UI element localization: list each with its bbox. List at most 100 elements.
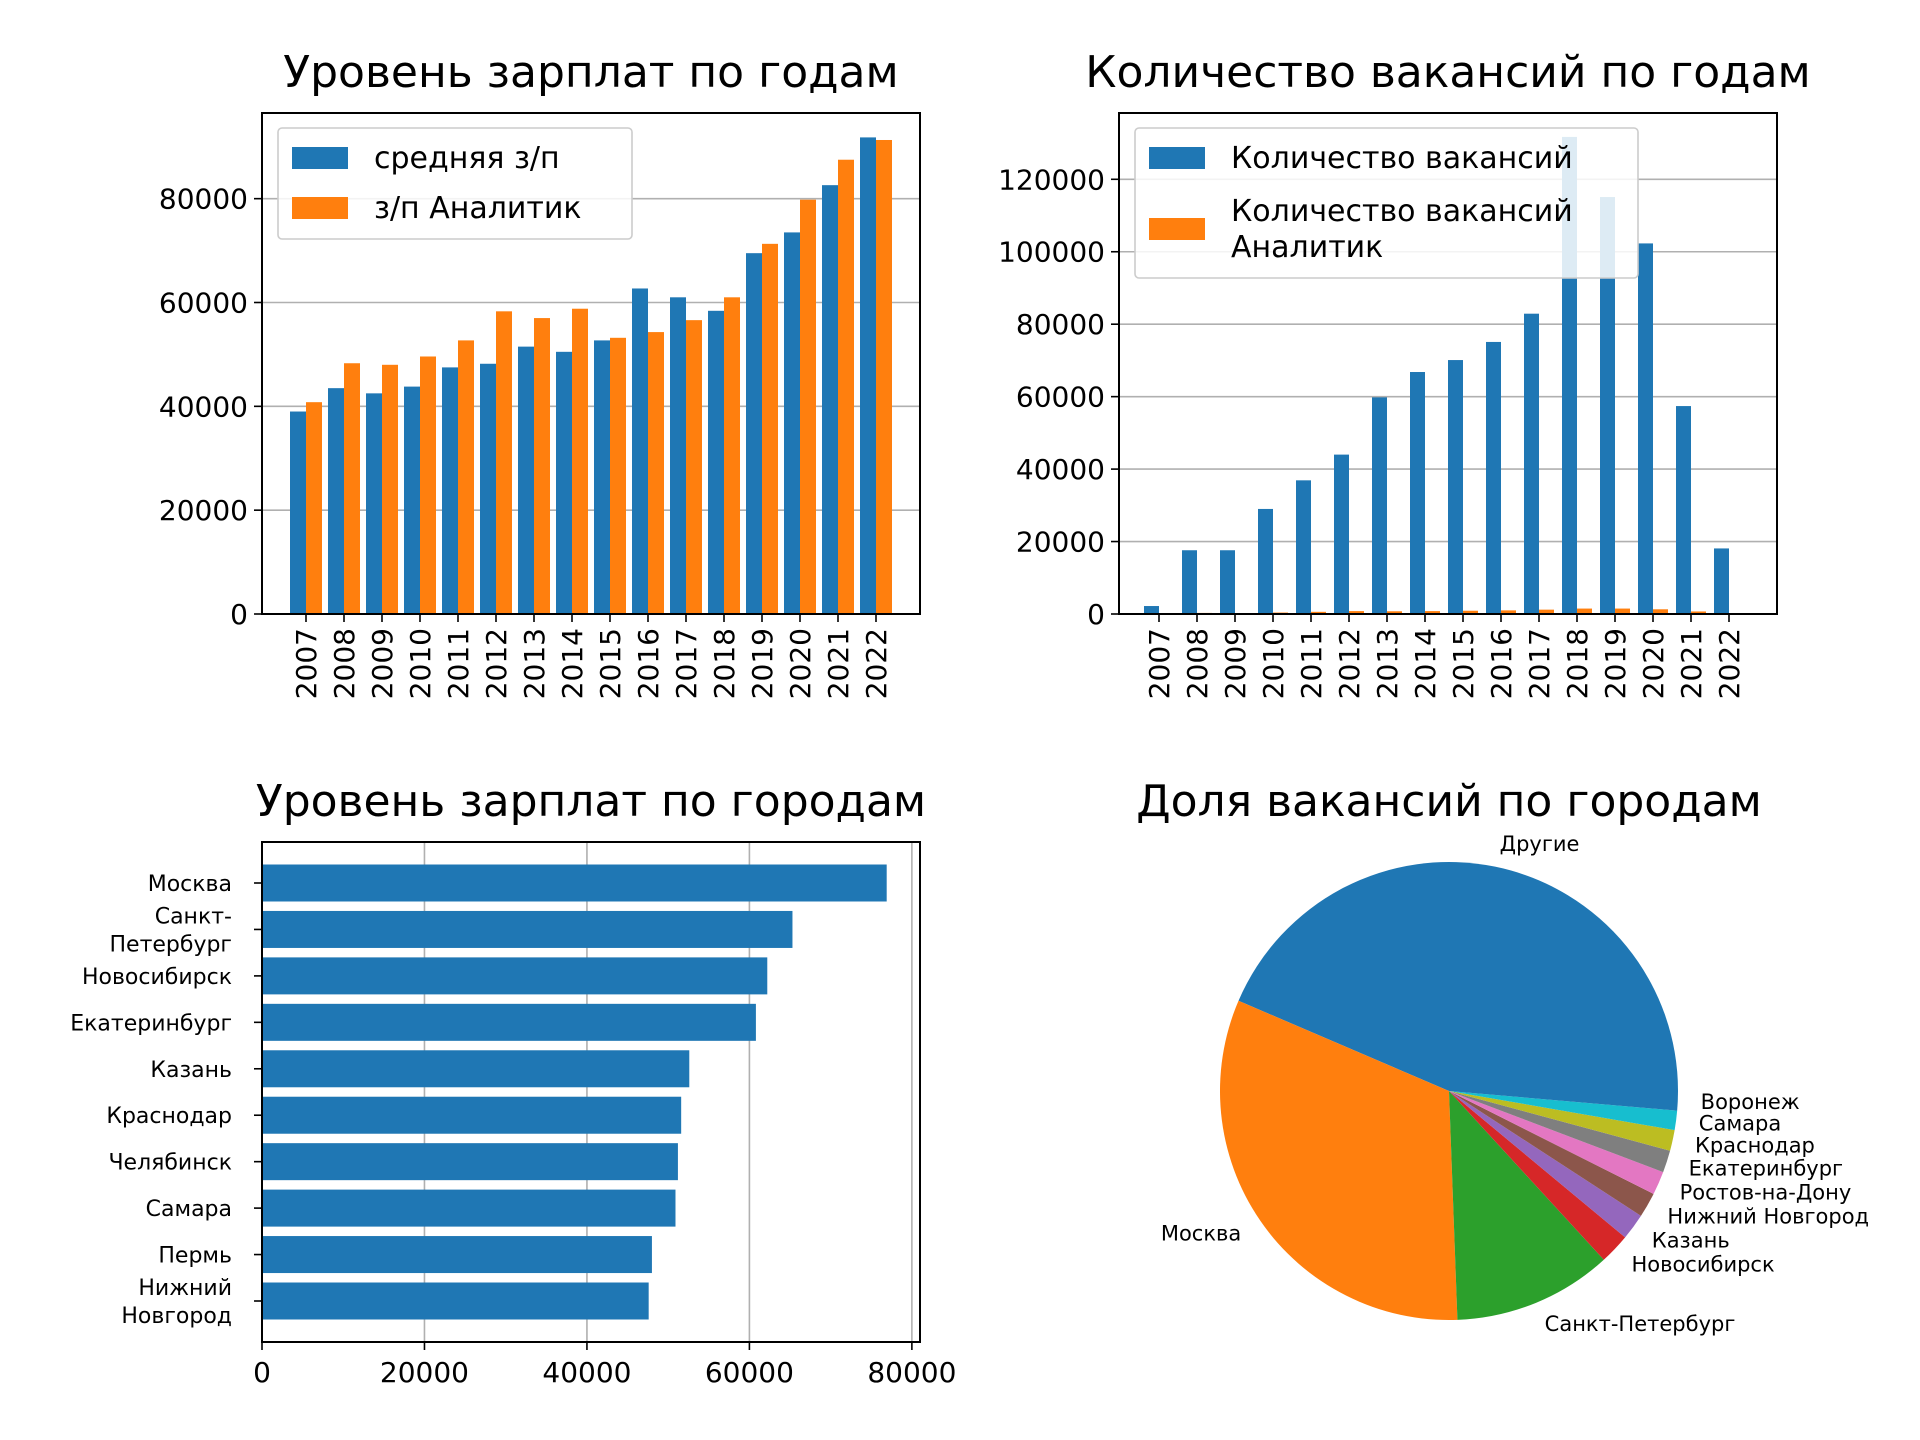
bar xyxy=(1691,611,1706,614)
bar xyxy=(1486,341,1501,614)
x-tick-label: 2016 xyxy=(1485,628,1518,699)
bar xyxy=(458,340,474,614)
x-tick-label: 2008 xyxy=(1181,628,1214,699)
bar xyxy=(328,388,344,614)
x-tick-label: 2011 xyxy=(442,628,475,699)
bar xyxy=(572,308,588,614)
pie-slice xyxy=(1449,1091,1678,1111)
x-tick-label: 80000 xyxy=(867,1356,956,1389)
x-tick-label: 2009 xyxy=(1219,628,1252,699)
legend-swatch xyxy=(292,197,348,219)
axes-frame xyxy=(1118,112,1778,615)
bar xyxy=(518,346,534,614)
bar xyxy=(632,288,648,614)
bar xyxy=(838,159,854,614)
legend-swatch xyxy=(292,147,348,169)
y-tick-label: Екатеринбург xyxy=(70,1011,232,1036)
bar xyxy=(262,1050,690,1088)
x-tick-label: 2017 xyxy=(1523,628,1556,699)
y-tick-label: Краснодар xyxy=(106,1104,232,1129)
bar xyxy=(290,411,306,614)
legend-label: Количество вакансий xyxy=(1231,141,1573,176)
y-tick-label: Санкт-Петербург xyxy=(109,904,232,957)
bar xyxy=(746,253,762,615)
x-tick-label: 2014 xyxy=(556,628,589,699)
y-tick-label: Москва xyxy=(148,872,232,897)
x-tick-label: 2022 xyxy=(1713,628,1746,699)
y-tick-label: Пермь xyxy=(158,1244,232,1269)
pie-label: Другие xyxy=(1500,832,1580,856)
y-tick-label: 120000 xyxy=(998,163,1105,196)
bar xyxy=(1425,611,1440,614)
bar xyxy=(1387,611,1402,614)
x-tick-label: 2010 xyxy=(1257,628,1290,699)
pie-label: Самара xyxy=(1699,1111,1781,1135)
bar xyxy=(404,386,420,614)
x-tick-label: 2013 xyxy=(1371,628,1404,699)
y-tick-label: 20000 xyxy=(1016,526,1105,559)
bar xyxy=(594,340,610,614)
salary-by-city-chart: Уровень зарплат по городам Москва Санкт-Пе… xyxy=(70,776,956,1389)
bar xyxy=(1220,550,1235,614)
x-tick-label: 2015 xyxy=(594,628,627,699)
pie-label: Екатеринбург xyxy=(1689,1157,1843,1181)
bar xyxy=(1577,608,1592,614)
bar xyxy=(1676,406,1691,614)
legend-swatch xyxy=(1149,147,1205,169)
pie-label: Москва xyxy=(1161,1222,1241,1246)
bar xyxy=(1600,197,1615,614)
bar xyxy=(262,957,768,995)
bar xyxy=(1653,609,1668,614)
legend-label: средняя з/п xyxy=(374,141,560,176)
pie-slice xyxy=(1449,1091,1604,1320)
x-tick-label: 2015 xyxy=(1447,628,1480,699)
legend-box xyxy=(1134,127,1639,279)
x-tick-label: 2010 xyxy=(404,628,437,699)
x-tick-label: 2020 xyxy=(784,628,817,699)
x-tick-label: 2021 xyxy=(1675,628,1708,699)
bar xyxy=(344,363,360,614)
bar xyxy=(262,1096,682,1134)
bar xyxy=(1714,548,1729,614)
x-tick-label: 2018 xyxy=(708,628,741,699)
pie-slice xyxy=(1449,1091,1641,1238)
bar xyxy=(876,139,892,614)
bar xyxy=(610,337,626,614)
bar xyxy=(708,310,724,614)
pie-slice xyxy=(1449,1091,1654,1216)
y-tick-label: Самара xyxy=(146,1197,232,1222)
bar xyxy=(1144,606,1159,614)
x-tick-label: 2007 xyxy=(1143,628,1176,699)
bar xyxy=(496,311,512,614)
bar xyxy=(1448,360,1463,614)
x-tick-label: 40000 xyxy=(542,1356,631,1389)
y-tick-label: 0 xyxy=(1087,598,1105,631)
bar xyxy=(1638,243,1653,614)
bar xyxy=(262,1236,652,1274)
bar xyxy=(724,297,740,614)
bar xyxy=(262,910,793,948)
legend: средняя з/п з/п Аналитик xyxy=(277,127,633,240)
y-tick-label: 80000 xyxy=(159,183,248,216)
bar xyxy=(686,320,702,614)
bar xyxy=(306,402,322,614)
pie-label: Нижний Новгород xyxy=(1667,1205,1869,1229)
pie-slice xyxy=(1449,1091,1664,1194)
pie-label: Новосибирск xyxy=(1631,1253,1774,1277)
bar xyxy=(556,351,572,614)
bar xyxy=(442,367,458,614)
salary-by-year-chart: Уровень зарплат по годам 2007 2008 2009 2010… xyxy=(159,47,921,699)
x-tick-label: 2019 xyxy=(746,628,779,699)
bar xyxy=(1349,611,1364,614)
bar xyxy=(800,199,816,615)
y-tick-label: 100000 xyxy=(998,236,1105,269)
x-tick-label: 2012 xyxy=(1333,628,1366,699)
chart-title: Уровень зарплат по годам xyxy=(283,47,898,98)
bar xyxy=(420,356,436,614)
pie-label: Ростов-на-Дону xyxy=(1680,1180,1852,1204)
bar xyxy=(262,864,887,902)
x-tick-label: 2009 xyxy=(366,628,399,699)
bar xyxy=(1615,608,1630,614)
legend-box xyxy=(277,127,633,240)
y-tick-label: Челябинск xyxy=(108,1151,232,1176)
